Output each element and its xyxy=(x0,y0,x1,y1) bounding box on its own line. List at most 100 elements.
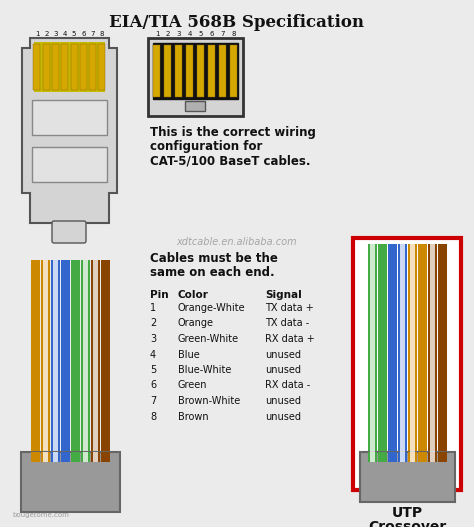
Bar xyxy=(43,260,48,460)
Text: Orange-White: Orange-White xyxy=(178,303,246,313)
Bar xyxy=(93,260,98,460)
Text: Signal: Signal xyxy=(265,290,302,300)
Polygon shape xyxy=(22,38,117,223)
Bar xyxy=(83,452,88,462)
Bar xyxy=(53,260,58,460)
Text: 4: 4 xyxy=(188,31,192,37)
Text: Brown: Brown xyxy=(178,412,209,422)
Bar xyxy=(51,452,60,462)
Bar xyxy=(428,452,437,462)
Bar xyxy=(438,452,447,462)
Bar xyxy=(91,452,100,462)
Bar xyxy=(408,244,417,460)
Bar xyxy=(91,260,100,460)
Text: Crossover: Crossover xyxy=(368,520,446,527)
Text: 6: 6 xyxy=(150,380,156,391)
Bar xyxy=(43,452,48,462)
Bar xyxy=(410,244,415,460)
Text: 8: 8 xyxy=(150,412,156,422)
Text: 7: 7 xyxy=(221,31,225,37)
Text: 8: 8 xyxy=(232,31,236,37)
Bar xyxy=(34,44,40,90)
Text: TX data +: TX data + xyxy=(265,303,314,313)
Text: Green: Green xyxy=(178,380,208,391)
Text: Brown-White: Brown-White xyxy=(178,396,240,406)
Text: same on each end.: same on each end. xyxy=(150,266,274,279)
Bar xyxy=(52,44,59,90)
Bar xyxy=(368,452,377,462)
Bar xyxy=(153,43,238,99)
Text: 8: 8 xyxy=(100,31,104,37)
Bar xyxy=(51,260,60,460)
Text: Pin: Pin xyxy=(150,290,169,300)
Bar xyxy=(418,244,427,460)
Bar xyxy=(31,452,40,462)
Bar xyxy=(71,260,80,460)
Bar xyxy=(408,452,417,462)
Bar xyxy=(219,45,227,97)
Text: unused: unused xyxy=(265,412,301,422)
FancyBboxPatch shape xyxy=(52,221,86,243)
Bar xyxy=(83,260,88,460)
Text: UTP: UTP xyxy=(392,506,422,520)
Bar xyxy=(353,238,461,490)
Text: 2: 2 xyxy=(150,318,156,328)
Text: 6: 6 xyxy=(210,31,214,37)
Bar xyxy=(388,244,397,460)
Bar xyxy=(209,45,216,97)
Bar xyxy=(71,452,80,462)
Bar xyxy=(61,44,68,90)
Text: unused: unused xyxy=(265,365,301,375)
Text: This is the correct wiring: This is the correct wiring xyxy=(150,126,316,139)
Bar xyxy=(400,244,405,460)
Bar xyxy=(81,260,90,460)
Text: 2: 2 xyxy=(44,31,48,37)
Bar xyxy=(164,45,172,97)
Text: 6: 6 xyxy=(81,31,86,37)
Text: 2: 2 xyxy=(166,31,170,37)
Bar xyxy=(186,45,193,97)
Text: 3: 3 xyxy=(150,334,156,344)
Bar xyxy=(21,452,120,512)
Bar xyxy=(53,452,58,462)
Text: 7: 7 xyxy=(150,396,156,406)
Bar xyxy=(34,42,105,92)
Bar xyxy=(230,45,237,97)
Bar xyxy=(400,452,405,462)
Bar xyxy=(360,452,455,502)
Text: RX data +: RX data + xyxy=(265,334,315,344)
Bar xyxy=(80,44,87,90)
Bar xyxy=(41,260,50,460)
Bar xyxy=(81,452,90,462)
Text: bougetome.com: bougetome.com xyxy=(12,512,69,518)
Text: configuration for: configuration for xyxy=(150,140,263,153)
Text: unused: unused xyxy=(265,349,301,359)
Bar xyxy=(99,44,106,90)
Bar xyxy=(175,45,182,97)
Text: 1: 1 xyxy=(35,31,39,37)
Bar xyxy=(32,100,107,135)
Bar xyxy=(61,260,70,460)
Bar xyxy=(378,244,387,460)
Text: 1: 1 xyxy=(150,303,156,313)
Bar xyxy=(89,44,96,90)
Bar xyxy=(370,452,375,462)
Text: Cables must be the: Cables must be the xyxy=(150,252,278,265)
Text: 1: 1 xyxy=(155,31,159,37)
Text: 3: 3 xyxy=(177,31,181,37)
Bar xyxy=(101,452,110,462)
Bar xyxy=(32,147,107,182)
Bar xyxy=(430,452,435,462)
Text: 4: 4 xyxy=(63,31,67,37)
Bar xyxy=(388,452,397,462)
Text: 5: 5 xyxy=(199,31,203,37)
Text: unused: unused xyxy=(265,396,301,406)
Text: RX data -: RX data - xyxy=(265,380,310,391)
Text: 5: 5 xyxy=(72,31,76,37)
Text: 3: 3 xyxy=(53,31,58,37)
Text: Orange: Orange xyxy=(178,318,214,328)
Bar xyxy=(368,244,377,460)
Bar xyxy=(430,244,435,460)
Text: xdtcable.en.alibaba.com: xdtcable.en.alibaba.com xyxy=(177,237,297,247)
Bar xyxy=(410,452,415,462)
